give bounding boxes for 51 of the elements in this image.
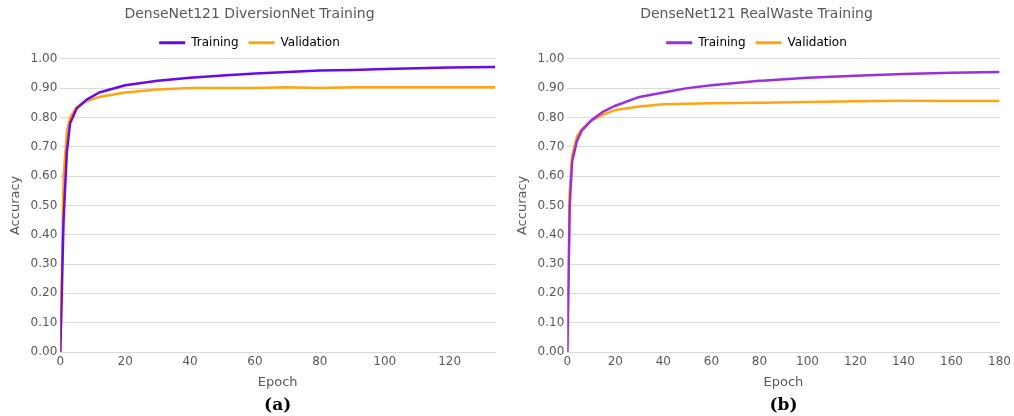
x-tick-label: 60 bbox=[703, 354, 720, 369]
x-tick-label: 0 bbox=[56, 354, 65, 369]
text: (a) bbox=[264, 393, 292, 414]
y-tick-label: 0.20 bbox=[30, 285, 58, 300]
x-tick-label: 160 bbox=[940, 354, 963, 369]
text: (b) bbox=[769, 393, 798, 414]
x-tick-label: 100 bbox=[795, 354, 819, 369]
y-tick-label: 0.60 bbox=[537, 168, 565, 183]
legend-label: Training bbox=[697, 34, 746, 49]
x-axis-title: Epoch bbox=[763, 373, 804, 389]
y-tick-label: 1.00 bbox=[30, 50, 58, 65]
x-tick-label: 120 bbox=[438, 354, 462, 369]
chart-title: DenseNet121 DiversionNet Training bbox=[124, 5, 375, 22]
x-tick-label: 40 bbox=[182, 354, 198, 369]
y-tick-label: 0.00 bbox=[30, 344, 58, 359]
y-tick-label: 0.30 bbox=[30, 256, 58, 271]
legend-label: Validation bbox=[280, 34, 340, 49]
y-tick-label: 0.40 bbox=[30, 226, 58, 241]
y-tick-label: 0.60 bbox=[30, 168, 58, 183]
y-tick-label: 0.80 bbox=[30, 109, 58, 124]
x-tick-label: 20 bbox=[607, 354, 623, 369]
y-tick-label: 0.50 bbox=[537, 197, 565, 212]
x-tick-label: 180 bbox=[988, 354, 1011, 369]
x-tick-label: 80 bbox=[751, 354, 768, 369]
x-tick-label: 120 bbox=[844, 354, 867, 369]
x-tick-label: 0 bbox=[563, 354, 572, 369]
y-tick-label: 0.10 bbox=[537, 314, 565, 329]
x-tick-label: 20 bbox=[117, 354, 133, 369]
y-tick-label: 0.70 bbox=[30, 138, 58, 153]
y-tick-label: 0.20 bbox=[537, 285, 565, 300]
y-tick-label: 0.40 bbox=[537, 226, 565, 241]
x-axis-title: Epoch bbox=[257, 373, 298, 389]
y-tick-label: 0.70 bbox=[537, 138, 565, 153]
x-tick-label: 60 bbox=[247, 354, 263, 369]
y-axis-title: Accuracy bbox=[514, 175, 530, 236]
y-tick-label: 0.30 bbox=[537, 256, 565, 271]
y-tick-label: 0.10 bbox=[30, 314, 58, 329]
y-tick-label: 0.50 bbox=[30, 197, 58, 212]
y-tick-label: 0.80 bbox=[537, 109, 565, 124]
legend-label: Validation bbox=[787, 34, 847, 49]
y-tick-label: 0.00 bbox=[537, 344, 565, 359]
y-axis-title: Accuracy bbox=[7, 175, 23, 236]
x-tick-label: 40 bbox=[655, 354, 672, 369]
x-tick-label: 80 bbox=[312, 354, 328, 369]
chart-title: DenseNet121 RealWaste Training bbox=[640, 5, 873, 22]
x-tick-label: 100 bbox=[373, 354, 397, 369]
y-tick-label: 0.90 bbox=[30, 80, 58, 95]
legend-label: Training bbox=[190, 34, 239, 49]
y-tick-label: 1.00 bbox=[537, 50, 565, 65]
x-tick-label: 140 bbox=[892, 354, 915, 369]
y-tick-label: 0.90 bbox=[537, 80, 565, 95]
